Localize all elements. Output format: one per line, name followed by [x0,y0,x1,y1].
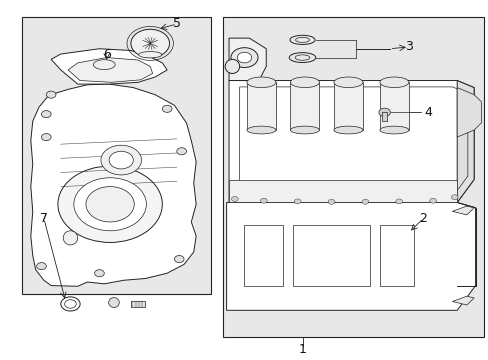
Ellipse shape [93,60,115,69]
Circle shape [58,166,162,242]
Circle shape [429,198,435,203]
Bar [379,225,413,285]
Circle shape [237,52,251,63]
Circle shape [95,270,104,277]
Polygon shape [333,82,362,130]
Circle shape [174,256,183,262]
Circle shape [260,198,266,203]
Circle shape [327,199,334,204]
Circle shape [41,134,51,141]
Polygon shape [456,81,473,202]
Polygon shape [290,82,319,130]
Circle shape [101,145,141,175]
Text: 1: 1 [298,343,306,356]
Bar [382,112,386,121]
Circle shape [294,199,301,204]
Polygon shape [226,202,475,310]
Polygon shape [51,49,167,84]
Circle shape [230,48,258,67]
Ellipse shape [246,126,275,134]
Circle shape [177,148,186,155]
Polygon shape [31,84,196,286]
Ellipse shape [290,77,319,87]
Text: 7: 7 [40,212,48,225]
Text: 5: 5 [172,18,181,31]
Circle shape [41,111,51,118]
Text: 3: 3 [404,40,412,54]
Text: 6: 6 [102,48,110,60]
Circle shape [361,199,368,204]
Bar [131,301,145,307]
Polygon shape [451,206,473,215]
Ellipse shape [246,77,275,87]
Polygon shape [246,82,275,130]
Circle shape [450,195,457,200]
Text: 4: 4 [424,106,431,119]
Bar [292,225,369,285]
Polygon shape [228,38,265,81]
Ellipse shape [224,59,239,73]
Ellipse shape [290,126,319,134]
Polygon shape [228,180,456,202]
Ellipse shape [333,126,362,134]
Polygon shape [228,81,473,202]
Circle shape [378,108,390,117]
Bar [223,17,483,337]
Ellipse shape [63,231,78,245]
Ellipse shape [379,126,408,134]
Circle shape [162,105,172,112]
Bar [244,225,283,285]
Polygon shape [68,58,152,82]
Circle shape [37,262,46,270]
Polygon shape [379,82,408,130]
Circle shape [74,178,146,231]
Circle shape [109,151,133,169]
Circle shape [231,197,238,202]
Circle shape [395,199,402,204]
Bar [22,17,210,294]
Circle shape [46,91,56,98]
Circle shape [131,29,169,58]
Polygon shape [456,87,480,137]
Text: 2: 2 [419,212,427,225]
Ellipse shape [138,51,162,58]
Ellipse shape [108,298,119,307]
Polygon shape [451,296,473,305]
Ellipse shape [333,77,362,87]
Ellipse shape [379,77,408,87]
Circle shape [86,186,134,222]
